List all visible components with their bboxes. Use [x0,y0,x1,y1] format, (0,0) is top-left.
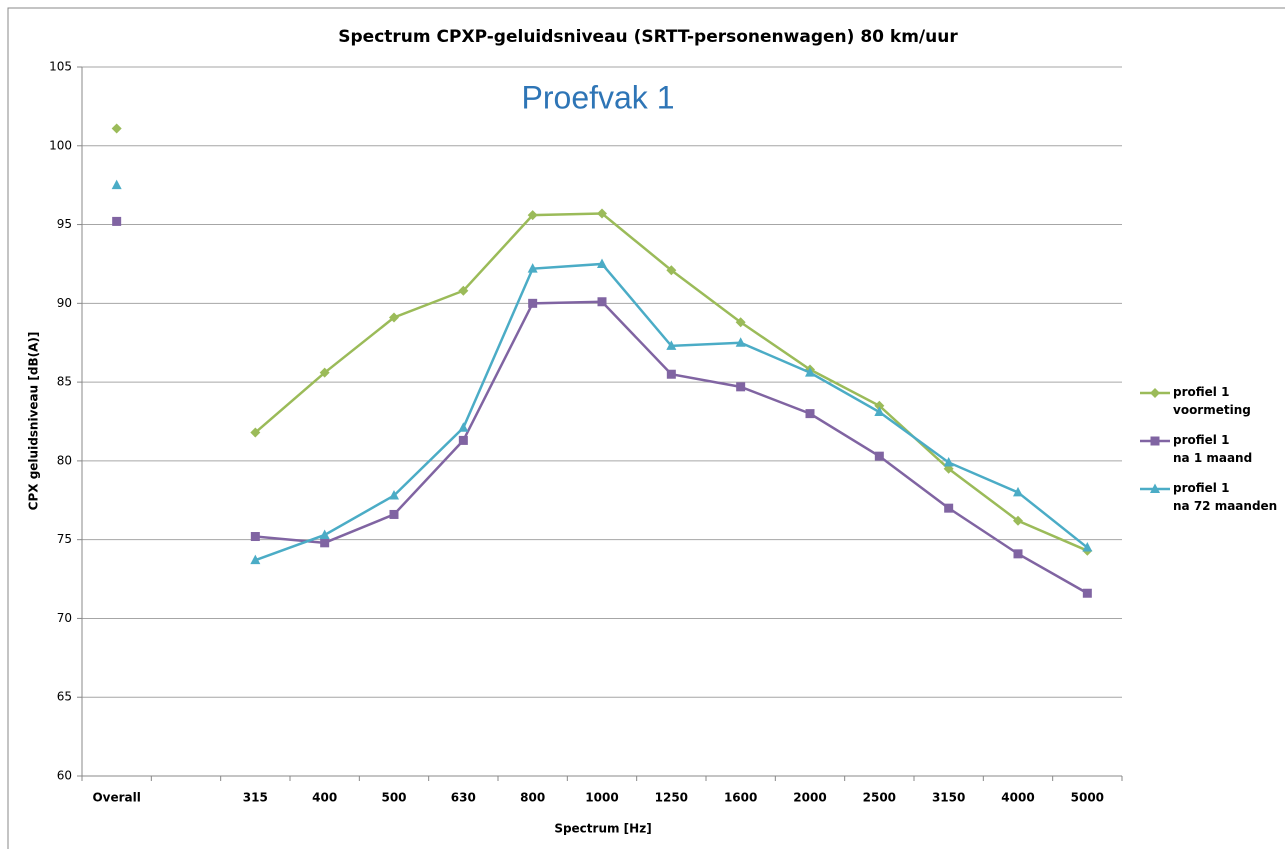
y-tick-label: 60 [57,769,72,783]
x-tick-label: 5000 [1071,791,1104,805]
marker [319,367,330,378]
x-tick-label: 1250 [655,791,688,805]
marker [736,382,746,392]
marker [111,123,122,134]
marker [666,340,677,350]
marker [389,312,399,323]
x-tick-label: 3150 [932,791,965,805]
marker [597,258,607,268]
y-tick-label: 75 [57,532,72,546]
chart-frame [7,7,1285,849]
annotation: Proefvak 1 [522,79,675,115]
y-tick-label: 95 [57,217,72,231]
x-tick-label: 2000 [793,791,826,805]
marker [250,532,260,542]
y-tick-label: 90 [57,296,72,310]
x-tick-label: 2500 [863,791,896,805]
x-tick-label: 400 [312,791,337,805]
y-tick-label: 105 [49,60,72,74]
y-tick-label: 85 [57,375,72,389]
marker [458,422,469,432]
y-tick-label: 70 [57,611,72,625]
x-axis-label: Spectrum [Hz] [554,822,651,836]
marker [1150,388,1160,398]
x-tick-label: 1000 [585,791,618,805]
marker [874,400,885,411]
y-tick-label: 100 [49,138,72,152]
marker [250,554,261,565]
marker [1082,588,1092,598]
marker [1013,486,1023,497]
marker [250,427,261,438]
x-tick-label: Overall [92,791,140,805]
marker [319,529,330,539]
marker [458,435,468,445]
marker [527,210,538,221]
marker [1013,549,1023,559]
marker [389,490,399,500]
marker [320,538,330,548]
marker [805,409,815,419]
marker [666,369,676,379]
legend-label: profiel 1 voormeting [1173,385,1251,417]
marker [874,451,884,461]
marker [389,509,399,519]
x-tick-label: 1600 [724,791,757,805]
marker [597,208,607,219]
marker [805,367,815,377]
marker [735,337,746,347]
marker [1082,542,1093,552]
marker [111,179,122,190]
marker [874,406,885,417]
marker [458,285,469,296]
marker [943,456,954,467]
marker [597,297,607,307]
legend-label: profiel 1 na 1 maand [1173,433,1253,465]
marker [1150,483,1160,493]
marker [1150,436,1160,446]
marker [528,298,538,308]
marker [666,265,677,276]
y-tick-label: 80 [57,453,72,467]
chart-title: Spectrum CPXP-geluidsniveau (SRTT-person… [338,27,958,47]
y-axis-label: CPX geluidsniveau [dB(A)] [27,332,41,511]
marker [527,263,538,273]
x-tick-label: 630 [451,791,476,805]
marker [735,317,746,328]
x-tick-label: 315 [243,791,268,805]
marker [112,216,122,226]
x-tick-label: 800 [520,791,545,805]
marker [944,503,954,513]
x-tick-label: 4000 [1001,791,1034,805]
marker [1013,515,1023,526]
y-tick-label: 65 [57,690,72,704]
x-tick-label: 500 [381,791,406,805]
legend-label: profiel 1 na 72 maanden [1173,481,1278,513]
